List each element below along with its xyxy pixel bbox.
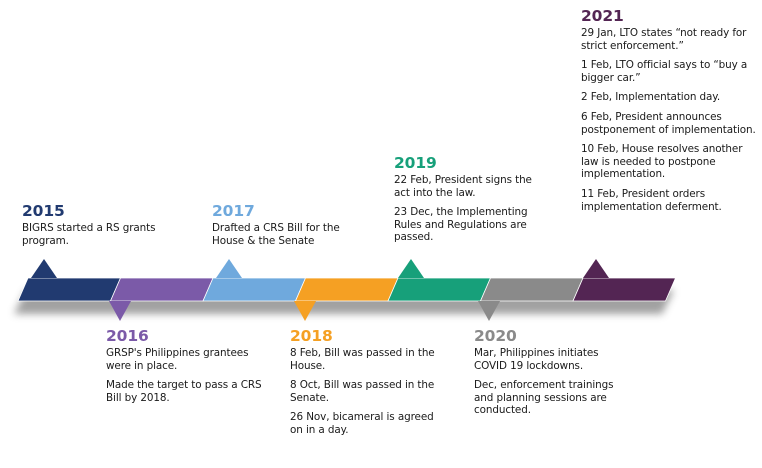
event-text: 1 Feb, LTO official says to “buy a bigge… — [581, 59, 748, 84]
event-text: Drafted a CRS Bill for the House & the S… — [212, 222, 340, 247]
segment-2021 — [572, 277, 677, 302]
event-text: 22 Feb, President signs the act into the… — [394, 174, 532, 199]
event-text: BIGRS started a RS grants program. — [22, 222, 156, 247]
year-label: 2019 — [394, 154, 437, 172]
year-label: 2016 — [106, 327, 149, 345]
pointer-triangle-2019 — [398, 259, 424, 278]
event-text: 2 Feb, Implementation day. — [581, 91, 721, 104]
event-text: 11 Feb, President orders implementation … — [581, 187, 722, 213]
pointer-triangle-2020 — [478, 301, 500, 321]
segment-2019 — [387, 277, 492, 302]
pointer-triangle-2021 — [583, 259, 609, 278]
event-2021: 2021 29 Jan, LTO states “not ready for s… — [581, 8, 759, 220]
year-label: 2018 — [290, 327, 333, 345]
event-2018: 2018 8 Feb, Bill was passed in the House… — [290, 328, 435, 444]
pointer-triangle-2018 — [294, 301, 316, 321]
segment-2017 — [202, 277, 307, 302]
event-text: Mar, Philippines initiates COVID 19 lock… — [474, 347, 599, 372]
event-2017: 2017 Drafted a CRS Bill for the House & … — [212, 203, 362, 254]
event-text: 10 Feb, House resolves another law is ne… — [581, 143, 743, 181]
year-label: 2021 — [581, 7, 624, 25]
event-text: 8 Oct, Bill was passed in the Senate. — [290, 379, 435, 404]
pointer-triangle-2016 — [109, 301, 131, 321]
event-text: 29 Jan, LTO states “not ready for strict… — [581, 27, 747, 52]
event-text: Made the target to pass a CRS Bill by 20… — [106, 379, 262, 404]
event-2019: 2019 22 Feb, President signs the act int… — [394, 155, 544, 251]
event-text: 26 Nov, bicameral is agreed on in a day. — [290, 411, 434, 436]
event-text: GRSP's Philippines grantees were in plac… — [106, 347, 249, 372]
event-text: 8 Feb, Bill was passed in the House. — [290, 347, 435, 372]
year-label: 2015 — [22, 202, 65, 220]
event-2020: 2020 Mar, Philippines initiates COVID 19… — [474, 328, 634, 424]
year-label: 2017 — [212, 202, 255, 220]
segment-2020 — [479, 277, 584, 302]
event-text: Dec, enforcement trainings and planning … — [474, 379, 614, 417]
event-text: 23 Dec, the Implementing Rules and Regul… — [394, 206, 528, 244]
event-2016: 2016 GRSP's Philippines grantees were in… — [106, 328, 266, 411]
pointer-triangle-2017 — [216, 259, 242, 278]
year-label: 2020 — [474, 327, 517, 345]
event-text: 6 Feb, President announces postponement … — [581, 110, 756, 136]
segment-2015 — [17, 277, 122, 302]
segment-2016 — [109, 277, 214, 302]
event-2015: 2015 BIGRS started a RS grants program. — [22, 203, 192, 254]
pointer-triangle-2015 — [31, 259, 57, 278]
segment-2018 — [294, 277, 399, 302]
